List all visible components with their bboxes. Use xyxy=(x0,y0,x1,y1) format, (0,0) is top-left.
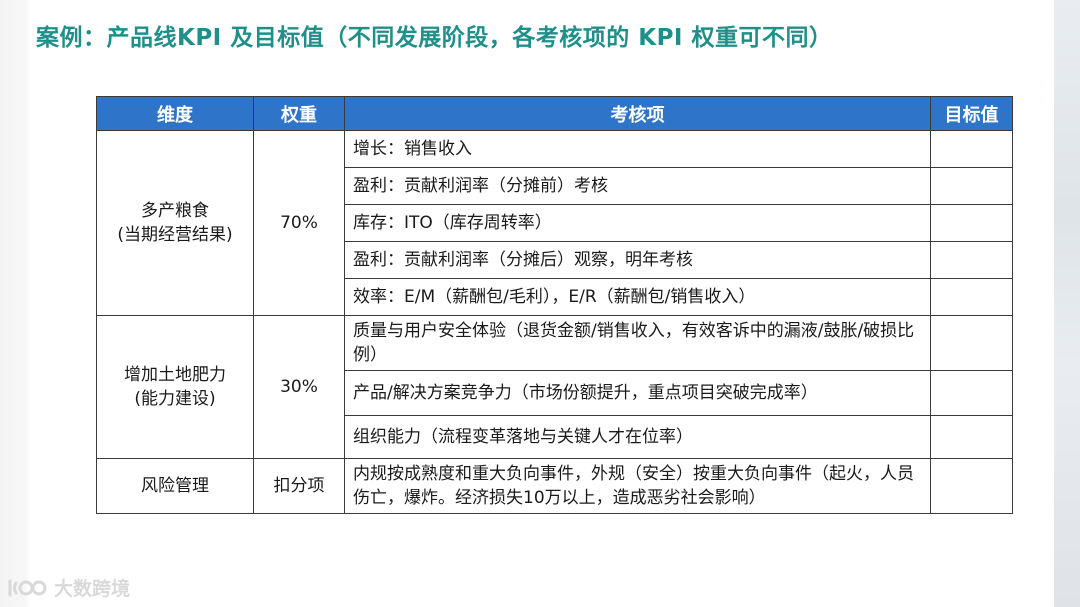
item-cell: 组织能力（流程变革落地与关键人才在位率） xyxy=(344,415,931,459)
item-cell: 质量与用户安全体验（退货金额/销售收入，有效客诉中的漏液/鼓胀/破损比例） xyxy=(344,315,931,371)
target-cell xyxy=(930,278,1013,316)
header-weight: 权重 xyxy=(253,96,345,131)
table-header-row: 维度 权重 考核项 目标值 xyxy=(96,96,1013,131)
table-row: 产品/解决方案竞争力（市场份额提升，重点项目突破完成率） xyxy=(97,370,1013,416)
table-row: 增加土地肥力 (能力建设) 30% 质量与用户安全体验（退货金额/销售收入，有效… xyxy=(96,315,1013,459)
weight-cell: 扣分项 xyxy=(253,458,345,514)
slide-edge-panel xyxy=(1054,0,1080,607)
table-row: 多产粮食 (当期经营结果) 70% 增长：销售收入 xyxy=(96,130,1013,316)
item-cell: 内规按成熟度和重大负向事件，外规（安全）按重大负向事件（起火，人员伤亡，爆炸。经… xyxy=(344,458,931,514)
dimension-subtitle: (能力建设) xyxy=(134,389,216,409)
header-target: 目标值 xyxy=(930,96,1013,131)
weight-cell: 30% xyxy=(253,315,345,459)
table-row: 盈利：贡献利润率（分摊后）观察，明年考核 xyxy=(97,241,1013,279)
target-cell xyxy=(930,370,1013,416)
target-cell xyxy=(930,458,1013,514)
table-row: 组织能力（流程变革落地与关键人才在位率） xyxy=(97,415,1013,459)
header-items: 考核项 xyxy=(344,96,931,131)
dimension-cell: 风险管理 xyxy=(96,458,254,514)
item-cell: 盈利：贡献利润率（分摊后）观察，明年考核 xyxy=(344,241,931,279)
target-cell xyxy=(930,167,1013,205)
slide-title: 案例：产品线KPI 及目标值（不同发展阶段，各考核项的 KPI 权重可不同） xyxy=(36,25,833,51)
item-cell: 增长：销售收入 xyxy=(344,130,931,168)
target-cell xyxy=(930,241,1013,279)
dimension-subtitle: (当期经营结果) xyxy=(117,225,233,245)
brand-logo-icon xyxy=(8,579,47,596)
dimension-cell: 多产粮食 (当期经营结果) xyxy=(96,130,254,316)
dimension-cell: 增加土地肥力 (能力建设) xyxy=(96,315,254,459)
target-cell xyxy=(930,315,1013,371)
watermark: 大数跨境 xyxy=(6,574,130,601)
table-row: 风险管理 扣分项 内规按成熟度和重大负向事件，外规（安全）按重大负向事件（起火，… xyxy=(96,458,1013,514)
table-row: 盈利：贡献利润率（分摊前）考核 xyxy=(97,167,1013,205)
item-cell: 产品/解决方案竞争力（市场份额提升，重点项目突破完成率） xyxy=(344,370,931,416)
item-cell: 盈利：贡献利润率（分摊前）考核 xyxy=(344,167,931,205)
dimension-name: 多产粮食 xyxy=(141,201,209,221)
dimension-name: 风险管理 xyxy=(141,476,209,496)
table-row: 库存：ITO（库存周转率） xyxy=(97,204,1013,242)
header-dimension: 维度 xyxy=(96,96,254,131)
target-cell xyxy=(930,204,1013,242)
watermark-text: 大数跨境 xyxy=(54,578,131,600)
item-cell: 效率：E/M（薪酬包/毛利），E/R（薪酬包/销售收入） xyxy=(344,278,931,316)
kpi-table: 维度 权重 考核项 目标值 多产粮食 (当期经营结果) 70% 增长：销售收入 … xyxy=(96,96,1013,514)
weight-cell: 70% xyxy=(253,130,345,316)
item-cell: 库存：ITO（库存周转率） xyxy=(344,204,931,242)
target-cell xyxy=(930,415,1013,459)
dimension-name: 增加土地肥力 xyxy=(124,365,226,385)
target-cell xyxy=(930,130,1013,168)
